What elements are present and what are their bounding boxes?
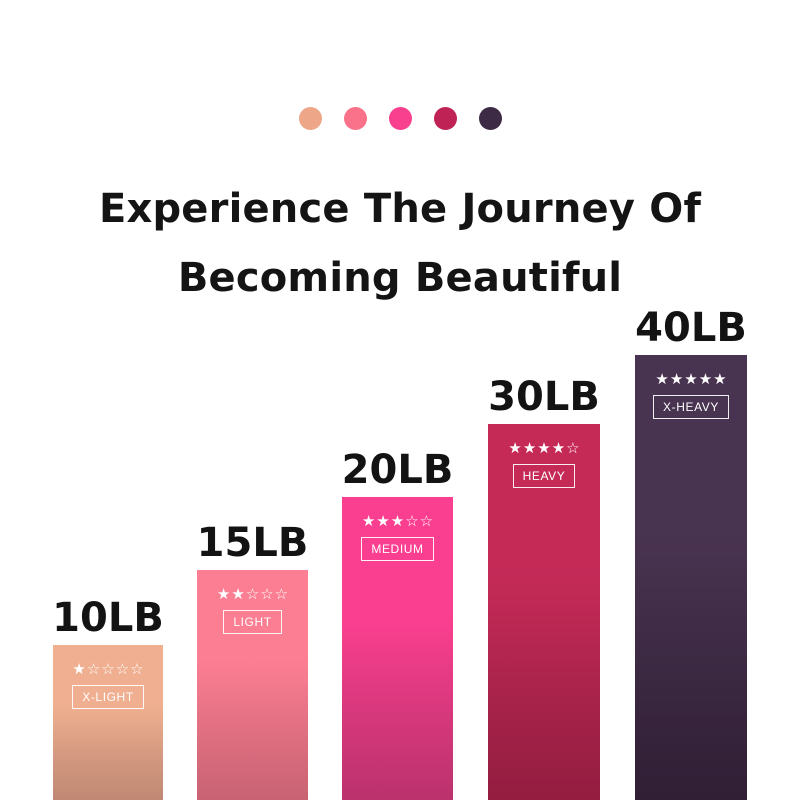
bar-15lb[interactable]: 15LB ★ ★ ☆ ☆ ☆ LIGHT bbox=[197, 522, 308, 800]
bar-10lb-level-badge: X-LIGHT bbox=[72, 685, 144, 709]
bar-10lb-weight-label: 10LB bbox=[52, 595, 164, 641]
star-filled-icon: ★ bbox=[216, 586, 231, 603]
dot-x-light bbox=[298, 106, 322, 130]
bar-15lb-weight-label: 15LB bbox=[196, 520, 309, 566]
star-filled-icon: ★ bbox=[551, 440, 566, 457]
star-empty-icon: ☆ bbox=[260, 586, 274, 603]
star-filled-icon: ★ bbox=[655, 371, 669, 388]
bar-40lb-rect: ★ ★ ★ ★ ★ X-HEAVY bbox=[635, 355, 747, 800]
star-filled-icon: ★ bbox=[713, 371, 727, 388]
dot-medium bbox=[388, 106, 412, 130]
bar-30lb-rect: ★ ★ ★ ★ ☆ HEAVY bbox=[488, 424, 600, 800]
bar-40lb-gradient-overlay bbox=[635, 355, 747, 800]
star-filled-icon: ★ bbox=[537, 440, 551, 457]
bar-10lb-content: ★ ☆ ☆ ☆ ☆ X-LIGHT bbox=[53, 645, 163, 709]
bar-10lb-rect: ★ ☆ ☆ ☆ ☆ X-LIGHT bbox=[53, 645, 163, 800]
dot-heavy bbox=[433, 106, 457, 130]
bar-20lb-rect: ★ ★ ★ ☆ ☆ MEDIUM bbox=[342, 497, 453, 800]
bar-10lb-gradient-overlay bbox=[53, 645, 163, 800]
star-filled-icon: ★ bbox=[231, 586, 245, 603]
bar-20lb-level-badge: MEDIUM bbox=[361, 537, 434, 561]
bar-40lb-content: ★ ★ ★ ★ ★ X-HEAVY bbox=[635, 355, 747, 419]
star-empty-icon: ☆ bbox=[245, 586, 260, 603]
bar-20lb-star-rating: ★ ★ ★ ☆ ☆ bbox=[362, 514, 433, 530]
dot-light bbox=[343, 106, 367, 130]
bar-10lb[interactable]: 10LB ★ ☆ ☆ ☆ ☆ X-LIGHT bbox=[52, 595, 164, 800]
star-filled-icon: ★ bbox=[390, 513, 405, 530]
bar-20lb-weight-label: 20LB bbox=[341, 447, 454, 493]
star-filled-icon: ★ bbox=[522, 440, 537, 457]
headline-line-2: Becoming Beautiful bbox=[177, 254, 623, 301]
bar-30lb-star-rating: ★ ★ ★ ★ ☆ bbox=[508, 441, 579, 457]
bar-30lb[interactable]: 30LB ★ ★ ★ ★ ☆ HEAVY bbox=[488, 376, 600, 800]
bar-40lb-weight-label: 40LB bbox=[635, 305, 747, 351]
star-filled-icon: ★ bbox=[698, 371, 713, 388]
bar-40lb-level-badge: X-HEAVY bbox=[653, 395, 729, 419]
star-empty-icon: ☆ bbox=[101, 661, 115, 678]
star-empty-icon: ☆ bbox=[115, 661, 130, 678]
bar-30lb-level-badge: HEAVY bbox=[512, 464, 576, 488]
bar-30lb-gradient-overlay bbox=[488, 424, 600, 800]
color-swatch-dots bbox=[0, 105, 800, 131]
star-empty-icon: ☆ bbox=[405, 513, 419, 530]
star-empty-icon: ☆ bbox=[419, 513, 434, 530]
star-filled-icon: ★ bbox=[361, 513, 376, 530]
page-title: Experience The Journey Of Becoming Beaut… bbox=[0, 175, 800, 313]
bar-15lb-level-badge: LIGHT bbox=[223, 610, 282, 634]
headline-line-1: Experience The Journey Of bbox=[98, 185, 702, 232]
bar-15lb-star-rating: ★ ★ ☆ ☆ ☆ bbox=[217, 587, 288, 603]
bar-20lb-content: ★ ★ ★ ☆ ☆ MEDIUM bbox=[342, 497, 453, 561]
bar-40lb-star-rating: ★ ★ ★ ★ ★ bbox=[655, 372, 726, 388]
bar-15lb-rect: ★ ★ ☆ ☆ ☆ LIGHT bbox=[197, 570, 308, 800]
bar-20lb-gradient-overlay bbox=[342, 497, 453, 800]
star-empty-icon: ☆ bbox=[274, 586, 289, 603]
bar-10lb-star-rating: ★ ☆ ☆ ☆ ☆ bbox=[72, 662, 143, 678]
dot-x-heavy bbox=[478, 106, 502, 130]
bar-15lb-gradient-overlay bbox=[197, 570, 308, 800]
star-filled-icon: ★ bbox=[72, 661, 86, 678]
star-filled-icon: ★ bbox=[669, 371, 684, 388]
star-empty-icon: ☆ bbox=[130, 661, 144, 678]
bar-15lb-content: ★ ★ ☆ ☆ ☆ LIGHT bbox=[197, 570, 308, 634]
bar-30lb-content: ★ ★ ★ ★ ☆ HEAVY bbox=[488, 424, 600, 488]
star-empty-icon: ☆ bbox=[86, 661, 101, 678]
bar-30lb-weight-label: 30LB bbox=[488, 374, 600, 420]
bar-20lb[interactable]: 20LB ★ ★ ★ ☆ ☆ MEDIUM bbox=[342, 449, 453, 800]
star-filled-icon: ★ bbox=[684, 371, 698, 388]
star-filled-icon: ★ bbox=[508, 440, 522, 457]
bar-40lb[interactable]: 40LB ★ ★ ★ ★ ★ X-HEAVY bbox=[635, 307, 747, 800]
star-empty-icon: ☆ bbox=[566, 440, 580, 457]
star-filled-icon: ★ bbox=[376, 513, 390, 530]
